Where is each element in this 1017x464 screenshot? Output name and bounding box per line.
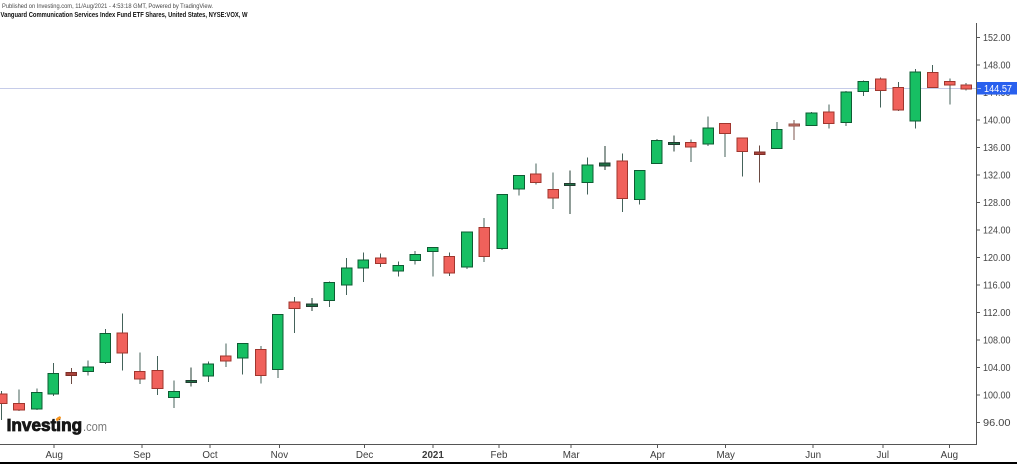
svg-text:100.00: 100.00 <box>983 391 1011 402</box>
svg-text:Vanguard Communication Service: Vanguard Communication Services Index Fu… <box>1 12 248 19</box>
svg-text:108.00: 108.00 <box>983 336 1011 347</box>
svg-text:96.00: 96.00 <box>983 418 1011 429</box>
svg-text:Nov: Nov <box>271 450 289 461</box>
svg-text:124.00: 124.00 <box>983 226 1011 237</box>
svg-text:152.00: 152.00 <box>983 33 1011 44</box>
svg-text:Oct: Oct <box>202 450 218 461</box>
svg-text:Published on Investing.com, 11: Published on Investing.com, 11/Aug/2021 … <box>2 3 213 10</box>
svg-text:136.00: 136.00 <box>983 143 1011 154</box>
svg-text:Jun: Jun <box>805 450 821 461</box>
svg-text:Mar: Mar <box>563 450 581 461</box>
svg-text:Feb: Feb <box>491 450 508 461</box>
svg-text:Investing: Investing <box>7 415 83 435</box>
svg-text:Aug: Aug <box>941 450 958 461</box>
svg-text:144.57: 144.57 <box>984 84 1012 95</box>
svg-text:Dec: Dec <box>356 450 374 461</box>
svg-text:148.00: 148.00 <box>983 61 1011 72</box>
svg-text:116.00: 116.00 <box>983 281 1011 292</box>
svg-text:Apr: Apr <box>650 450 666 461</box>
svg-text:132.00: 132.00 <box>983 171 1011 182</box>
svg-text:2021: 2021 <box>422 450 444 461</box>
svg-text:140.00: 140.00 <box>983 116 1011 127</box>
svg-text:.com: .com <box>83 419 107 434</box>
svg-text:May: May <box>716 450 735 461</box>
svg-text:112.00: 112.00 <box>983 308 1011 319</box>
svg-text:Aug: Aug <box>45 450 62 461</box>
svg-text:Jul: Jul <box>877 450 890 461</box>
svg-text:104.00: 104.00 <box>983 363 1011 374</box>
svg-text:120.00: 120.00 <box>983 253 1011 264</box>
svg-text:Sep: Sep <box>133 450 151 461</box>
svg-text:128.00: 128.00 <box>983 198 1011 209</box>
